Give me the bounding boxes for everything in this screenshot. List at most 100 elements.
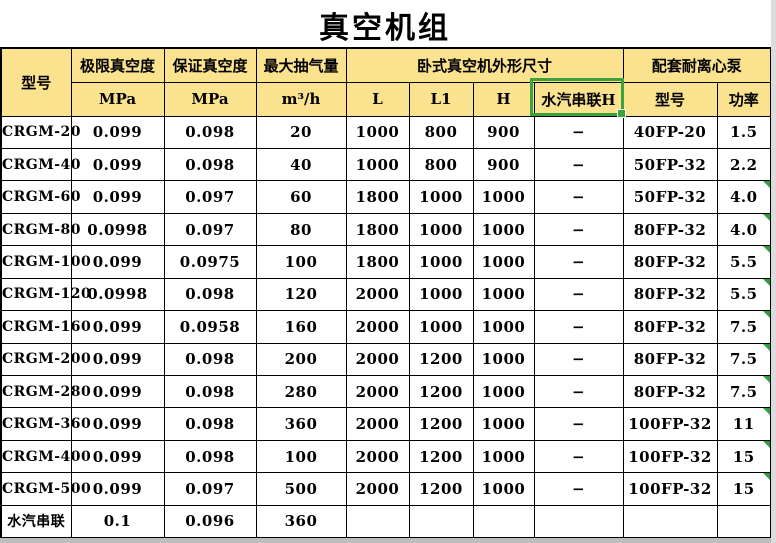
cell-h[interactable]: 1000 bbox=[472, 407, 535, 441]
cell-max-capacity[interactable]: 160 bbox=[255, 310, 347, 344]
cell-guaranteed[interactable]: 0.096 bbox=[163, 504, 257, 539]
cell-power[interactable]: 7.5 bbox=[716, 374, 772, 409]
cell-model[interactable]: CRGM-40 bbox=[0, 147, 81, 182]
cell-model[interactable]: CRGM-80 bbox=[0, 212, 81, 247]
cell-model[interactable]: CRGM-280 bbox=[0, 374, 91, 409]
cell-l1[interactable] bbox=[408, 504, 474, 539]
cell-steam-h[interactable]: − bbox=[533, 407, 624, 441]
cell-h[interactable]: 1000 bbox=[472, 245, 535, 279]
cell-guaranteed[interactable]: 0.098 bbox=[163, 277, 257, 312]
cell-pump-model[interactable]: 100FP-32 bbox=[622, 407, 718, 441]
cell-l[interactable]: 2000 bbox=[345, 407, 410, 441]
cell-h[interactable]: 1000 bbox=[472, 342, 535, 377]
cell-ultimate[interactable]: 0.099 bbox=[70, 439, 165, 474]
cell-h[interactable]: 1000 bbox=[472, 310, 535, 344]
cell-max-capacity[interactable]: 280 bbox=[255, 374, 347, 409]
cell-h[interactable] bbox=[472, 504, 535, 539]
cell-l[interactable]: 1000 bbox=[345, 115, 410, 149]
cell-max-capacity[interactable]: 120 bbox=[255, 277, 347, 312]
cell-h[interactable]: 900 bbox=[472, 115, 535, 149]
cell-pump-model[interactable]: 80FP-32 bbox=[622, 374, 718, 409]
cell-l1[interactable]: 1000 bbox=[408, 277, 474, 312]
cell-guaranteed[interactable]: 0.098 bbox=[163, 407, 257, 441]
cell-h[interactable]: 1000 bbox=[472, 277, 535, 312]
cell-pump-model[interactable]: 40FP-20 bbox=[622, 115, 718, 149]
cell-l1[interactable]: 1200 bbox=[408, 439, 474, 474]
cell-pump-model[interactable]: 80FP-32 bbox=[622, 342, 718, 377]
selection-fill-handle[interactable] bbox=[617, 109, 626, 118]
cell-guaranteed[interactable]: 0.097 bbox=[163, 180, 257, 214]
cell-model[interactable]: CRGM-100 bbox=[0, 245, 91, 279]
cell-max-capacity[interactable]: 60 bbox=[255, 180, 347, 214]
cell-l[interactable]: 2000 bbox=[345, 472, 410, 506]
cell-power[interactable]: 11 bbox=[716, 407, 772, 441]
cell-steam-h[interactable]: − bbox=[533, 180, 624, 214]
header-unit-mpa-1[interactable]: MPa bbox=[70, 81, 165, 117]
cell-ultimate[interactable]: 0.099 bbox=[70, 374, 165, 409]
cell-guaranteed[interactable]: 0.098 bbox=[163, 439, 257, 474]
cell-power[interactable] bbox=[716, 504, 772, 539]
cell-max-capacity[interactable]: 360 bbox=[255, 504, 347, 539]
cell-model[interactable]: CRGM-200 bbox=[0, 342, 91, 377]
cell-model[interactable]: CRGM-160 bbox=[0, 310, 91, 344]
cell-ultimate[interactable]: 0.0998 bbox=[70, 277, 165, 312]
cell-model[interactable]: CRGM-120 bbox=[0, 277, 91, 312]
cell-steam-h[interactable]: − bbox=[533, 212, 624, 247]
cell-steam-h[interactable]: − bbox=[533, 472, 624, 506]
cell-ultimate[interactable]: 0.099 bbox=[70, 115, 165, 149]
cell-h[interactable]: 1000 bbox=[472, 374, 535, 409]
cell-l[interactable]: 2000 bbox=[345, 439, 410, 474]
cell-l1[interactable]: 1000 bbox=[408, 212, 474, 247]
header-ultimate-vacuum[interactable]: 极限真空度 bbox=[70, 47, 165, 83]
cell-pump-model[interactable]: 50FP-32 bbox=[622, 180, 718, 214]
cell-power[interactable]: 5.5 bbox=[716, 277, 772, 312]
cell-steam-h[interactable]: − bbox=[533, 147, 624, 182]
header-group-pump[interactable]: 配套耐离心泵 bbox=[622, 47, 772, 83]
cell-l[interactable]: 1000 bbox=[345, 147, 410, 182]
cell-pump-model[interactable]: 80FP-32 bbox=[622, 212, 718, 247]
cell-steam-h[interactable]: − bbox=[533, 115, 624, 149]
header-sub-steam-series-h[interactable]: 水汽串联H bbox=[533, 81, 624, 117]
header-sub-h[interactable]: H bbox=[472, 81, 535, 117]
cell-power[interactable]: 2.2 bbox=[716, 147, 772, 182]
cell-ultimate[interactable]: 0.099 bbox=[70, 407, 165, 441]
cell-max-capacity[interactable]: 500 bbox=[255, 472, 347, 506]
header-sub-l1[interactable]: L1 bbox=[408, 81, 474, 117]
cell-pump-model[interactable]: 100FP-32 bbox=[622, 472, 718, 506]
cell-pump-model[interactable]: 100FP-32 bbox=[622, 439, 718, 474]
header-model[interactable]: 型号 bbox=[0, 47, 72, 117]
cell-power[interactable]: 5.5 bbox=[716, 245, 772, 279]
cell-model[interactable]: CRGM-400 bbox=[0, 439, 91, 474]
cell-l1[interactable]: 800 bbox=[408, 147, 474, 182]
cell-ultimate[interactable]: 0.099 bbox=[70, 342, 165, 377]
cell-ultimate[interactable]: 0.099 bbox=[70, 147, 165, 182]
cell-steam-h[interactable]: − bbox=[533, 310, 624, 344]
cell-power[interactable]: 4.0 bbox=[716, 212, 772, 247]
cell-model[interactable]: CRGM-500 bbox=[0, 472, 91, 506]
cell-max-capacity[interactable]: 80 bbox=[255, 212, 347, 247]
cell-power[interactable]: 15 bbox=[716, 439, 772, 474]
cell-ultimate[interactable]: 0.099 bbox=[70, 180, 165, 214]
cell-l1[interactable]: 1000 bbox=[408, 245, 474, 279]
cell-steam-h[interactable]: − bbox=[533, 342, 624, 377]
cell-l1[interactable]: 800 bbox=[408, 115, 474, 149]
cell-l1[interactable]: 1000 bbox=[408, 180, 474, 214]
cell-pump-model[interactable]: 80FP-32 bbox=[622, 277, 718, 312]
cell-l1[interactable]: 1200 bbox=[408, 374, 474, 409]
cell-ultimate[interactable]: 0.099 bbox=[70, 472, 165, 506]
cell-l[interactable]: 1800 bbox=[345, 180, 410, 214]
header-max-capacity[interactable]: 最大抽气量 bbox=[255, 47, 347, 83]
cell-ultimate[interactable]: 0.0998 bbox=[70, 212, 165, 247]
cell-guaranteed[interactable]: 0.098 bbox=[163, 147, 257, 182]
cell-max-capacity[interactable]: 200 bbox=[255, 342, 347, 377]
cell-power[interactable]: 4.0 bbox=[716, 180, 772, 214]
cell-guaranteed[interactable]: 0.097 bbox=[163, 212, 257, 247]
header-unit-mpa-2[interactable]: MPa bbox=[163, 81, 257, 117]
header-guaranteed-vacuum[interactable]: 保证真空度 bbox=[163, 47, 257, 83]
cell-power[interactable]: 15 bbox=[716, 472, 772, 506]
cell-pump-model[interactable]: 50FP-32 bbox=[622, 147, 718, 182]
cell-steam-h[interactable]: − bbox=[533, 245, 624, 279]
cell-model[interactable]: CRGM-60 bbox=[0, 180, 81, 214]
cell-model[interactable]: CRGM-20 bbox=[0, 115, 81, 149]
header-sub-pump-model[interactable]: 型号 bbox=[622, 81, 718, 117]
